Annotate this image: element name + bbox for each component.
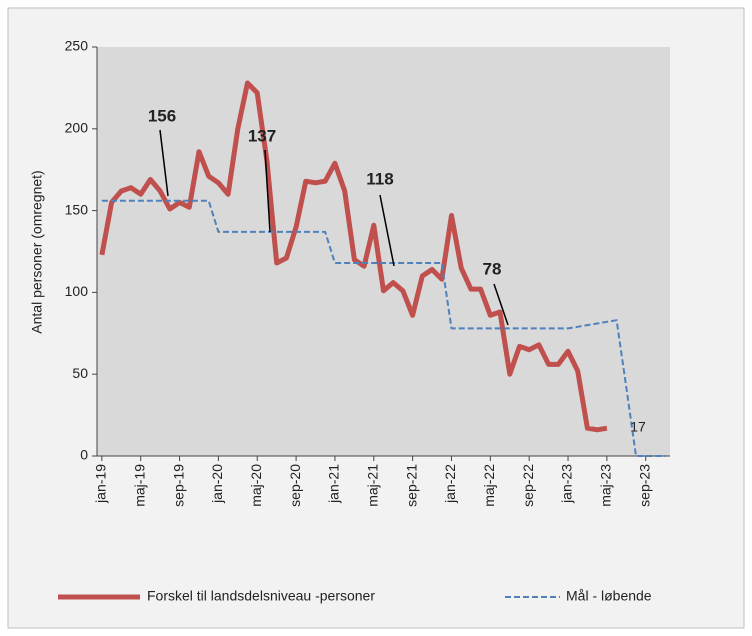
x-tick-label: sep-19: [170, 464, 186, 507]
x-tick-label: maj-22: [481, 464, 497, 507]
annotation: 118: [366, 169, 393, 188]
legend-label: Mål - løbende: [566, 588, 652, 604]
annotation-leader: [379, 194, 395, 267]
x-tick-label: jan-21: [326, 464, 342, 504]
line-series: [101, 199, 666, 457]
x-tick-label: jan-22: [442, 464, 458, 504]
legend-label: Forskel til landsdelsniveau -personer: [147, 588, 375, 604]
line-series: [99, 80, 608, 433]
annotation: 156: [148, 106, 176, 125]
x-tick-label: maj-19: [131, 464, 147, 507]
y-tick-label: 250: [65, 38, 89, 54]
x-tick-label: sep-21: [403, 464, 419, 507]
x-tick-label: maj-21: [364, 464, 380, 507]
y-tick-label: 50: [72, 365, 88, 381]
y-tick-label: 200: [65, 120, 89, 136]
y-axis-label: Antal personer (omregnet): [29, 170, 45, 333]
y-tick-label: 100: [65, 283, 89, 299]
annotation: 137: [248, 126, 276, 145]
x-tick-label: jan-23: [559, 464, 575, 504]
annotation-leader: [159, 129, 169, 197]
x-tick-label: sep-23: [636, 464, 652, 507]
plot-area: [97, 47, 670, 456]
annotation-leader: [493, 283, 509, 326]
x-tick-label: sep-20: [287, 464, 303, 507]
x-tick-label: maj-23: [598, 464, 614, 507]
x-tick-label: maj-20: [248, 464, 264, 507]
annotation-leader: [264, 149, 271, 233]
y-tick-label: 150: [65, 201, 89, 217]
y-tick-label: 0: [80, 447, 88, 463]
annotation: 78: [483, 259, 502, 278]
x-tick-label: jan-20: [209, 464, 225, 504]
x-tick-label: sep-22: [520, 464, 536, 507]
annotation: 17: [630, 419, 646, 435]
x-tick-label: jan-19: [93, 464, 109, 504]
